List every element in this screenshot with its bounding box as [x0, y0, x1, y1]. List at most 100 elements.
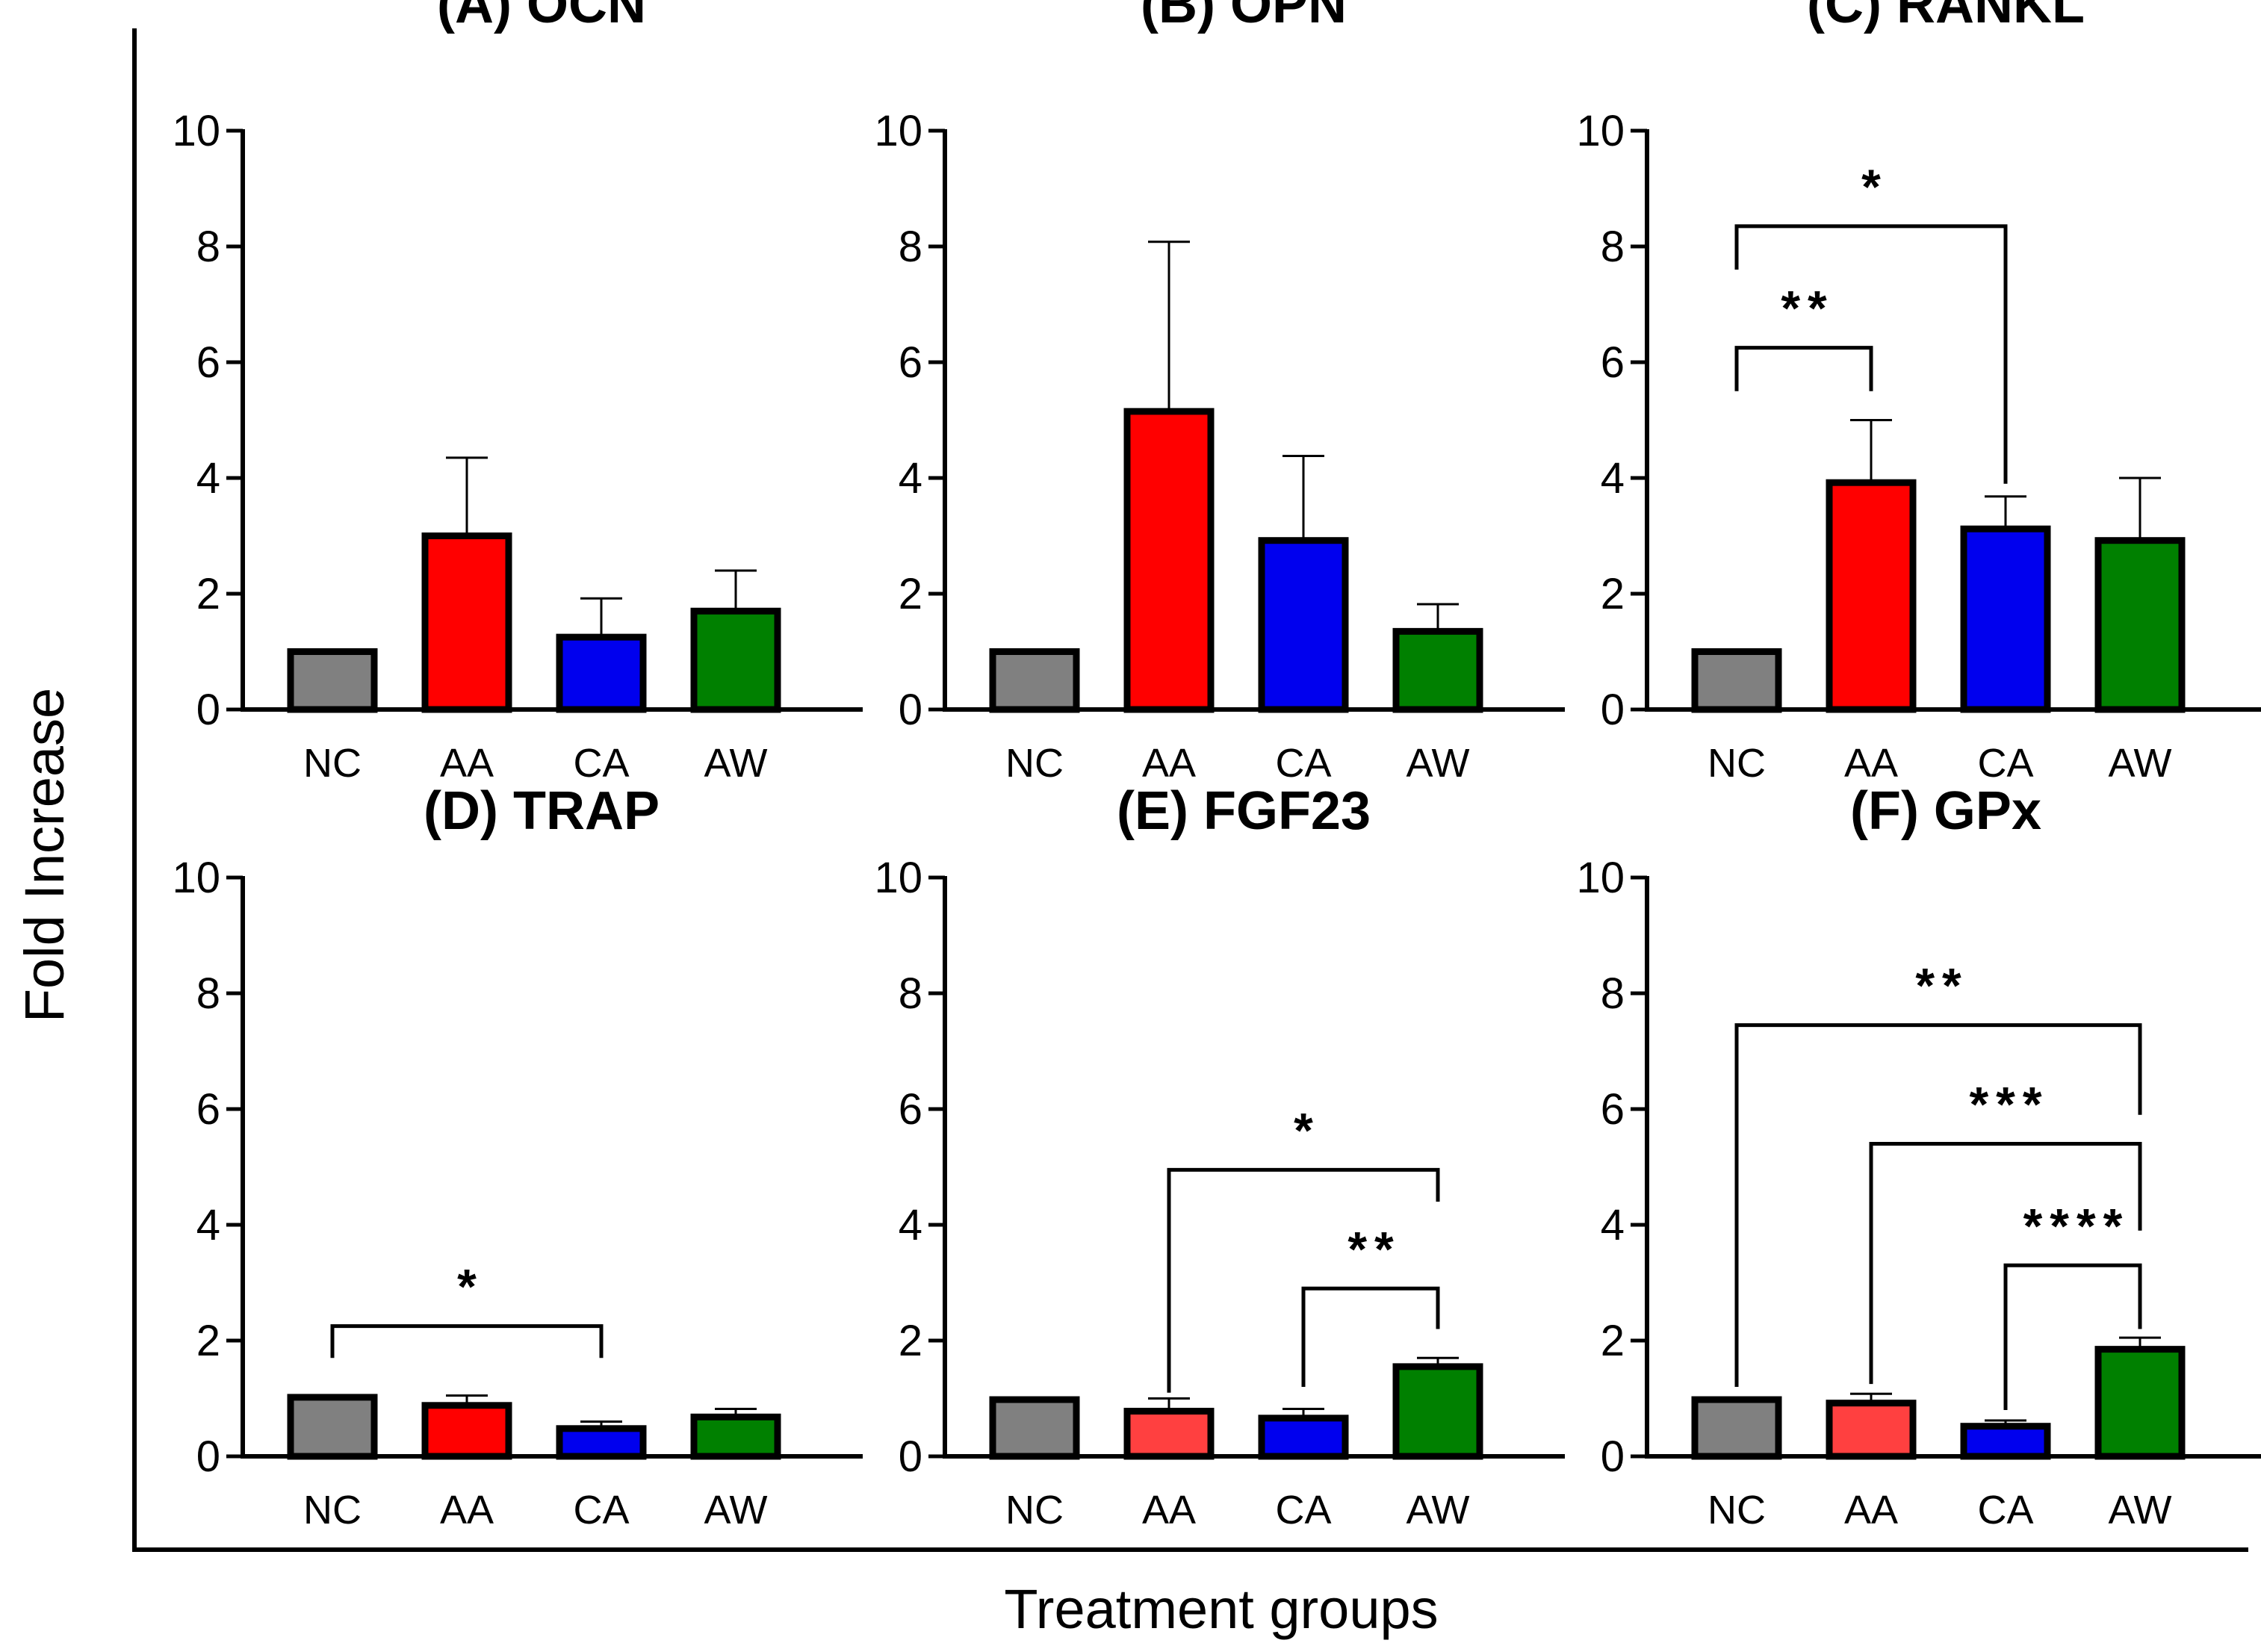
- y-tick-label: 10: [874, 107, 922, 155]
- y-tick-label: 8: [899, 969, 922, 1018]
- x-category-label: AA: [1142, 741, 1196, 786]
- x-category-label: NC: [1708, 741, 1766, 786]
- y-tick-label: 4: [1601, 1201, 1625, 1249]
- y-tick-label: 6: [1601, 1085, 1625, 1134]
- significance-label: **: [1347, 1221, 1401, 1276]
- x-category-label: AW: [2109, 1488, 2172, 1533]
- x-category-label: AW: [704, 1488, 768, 1533]
- significance-label: *: [457, 1259, 484, 1314]
- bar-nc: [287, 1394, 378, 1460]
- panels: (A) OCN 0 2 4 6 8 10 NC AA CA AW (B) OPN 0 2 4 6 8 10 NC AA…: [172, 0, 2261, 1533]
- chart-title: (F) GPx: [1850, 781, 2041, 841]
- x-category-label: CA: [573, 741, 629, 786]
- x-category-label: AW: [1406, 741, 1470, 786]
- y-tick-label: 2: [196, 1317, 220, 1365]
- figure-y-axis-title: Fold Increase: [13, 688, 75, 1022]
- bar-aw: [690, 607, 781, 713]
- x-category-label: CA: [573, 1488, 629, 1533]
- y-tick-label: 10: [1576, 854, 1625, 902]
- bar-aa: [1123, 1408, 1215, 1460]
- chart-title: (D) TRAP: [424, 781, 660, 841]
- chart-panel-1: (A) OCN 0 2 4 6 8 10 NC AA CA AW: [172, 0, 863, 786]
- y-tick-label: 2: [1601, 570, 1625, 618]
- y-tick-label: 8: [196, 969, 220, 1018]
- bar-ca: [556, 1425, 647, 1460]
- bar-aa: [421, 532, 512, 713]
- significance-label: **: [1781, 281, 1834, 336]
- y-tick-label: 10: [172, 854, 220, 902]
- y-tick-label: 2: [196, 570, 220, 618]
- x-category-label: NC: [303, 1488, 362, 1533]
- y-tick-label: 4: [196, 454, 220, 503]
- significance-label: ***: [1969, 1077, 2049, 1132]
- y-tick-label: 0: [899, 1432, 922, 1481]
- y-tick-label: 10: [172, 107, 220, 155]
- x-category-label: AA: [1142, 1488, 1196, 1533]
- x-category-label: AA: [440, 741, 494, 786]
- x-category-label: CA: [1275, 1488, 1331, 1533]
- bar-ca: [1960, 525, 2051, 713]
- x-category-label: AA: [440, 1488, 494, 1533]
- y-tick-label: 0: [1601, 686, 1625, 734]
- x-category-label: AW: [704, 741, 768, 786]
- y-tick-label: 8: [899, 223, 922, 271]
- y-tick-label: 8: [1601, 223, 1625, 271]
- chart-panel-4: (D) TRAP 0 2 4 6 8 10 NC AA CA AW *: [172, 781, 863, 1533]
- x-category-label: CA: [1977, 1488, 2033, 1533]
- significance-bracket: [1734, 1023, 2142, 1387]
- y-tick-label: 6: [899, 338, 922, 387]
- x-category-label: NC: [303, 741, 362, 786]
- figure-x-axis-title: Treatment groups: [1004, 1578, 1438, 1640]
- bar-nc: [1691, 648, 1782, 713]
- bar-nc: [287, 648, 378, 713]
- x-category-label: AA: [1844, 1488, 1898, 1533]
- significance-bracket: [330, 1324, 604, 1358]
- significance-label: *: [1861, 159, 1888, 214]
- bar-nc: [989, 1396, 1080, 1460]
- significance-bracket: [1301, 1286, 1440, 1387]
- y-tick-label: 10: [1576, 107, 1625, 155]
- chart-title: (E) FGF23: [1117, 781, 1371, 841]
- y-tick-label: 0: [899, 686, 922, 734]
- x-category-label: CA: [1275, 741, 1331, 786]
- y-tick-label: 0: [1601, 1432, 1625, 1481]
- bar-aa: [421, 1402, 512, 1460]
- bar-nc: [1691, 1396, 1782, 1460]
- x-category-label: NC: [1708, 1488, 1766, 1533]
- chart-title: (A) OCN: [437, 0, 646, 34]
- chart-panel-2: (B) OPN 0 2 4 6 8 10 NC AA CA AW: [874, 0, 1565, 786]
- significance-bracket: [1869, 1142, 2142, 1385]
- significance-label: *: [1294, 1102, 1321, 1158]
- y-tick-label: 8: [1601, 969, 1625, 1018]
- bar-ca: [556, 633, 647, 713]
- y-tick-label: 6: [196, 338, 220, 387]
- significance-label: ****: [2023, 1198, 2130, 1253]
- y-tick-label: 6: [899, 1085, 922, 1134]
- bar-aw: [1392, 1363, 1483, 1460]
- bar-aw: [2094, 537, 2186, 713]
- y-tick-label: 2: [1601, 1317, 1625, 1365]
- x-category-label: AW: [1406, 1488, 1470, 1533]
- y-tick-label: 4: [899, 1201, 922, 1249]
- x-category-label: NC: [1005, 1488, 1064, 1533]
- bar-nc: [989, 648, 1080, 713]
- y-tick-label: 2: [899, 1317, 922, 1365]
- bar-aa: [1123, 408, 1215, 713]
- bar-ca: [1960, 1423, 2051, 1460]
- significance-label: **: [1915, 958, 1968, 1013]
- x-category-label: AA: [1844, 741, 1898, 786]
- bar-aw: [690, 1413, 781, 1460]
- x-category-label: AW: [2109, 741, 2172, 786]
- y-tick-label: 4: [899, 454, 922, 503]
- bar-aw: [2094, 1346, 2186, 1460]
- bar-aw: [1392, 627, 1483, 713]
- bar-aa: [1826, 1400, 1917, 1460]
- bar-aa: [1826, 479, 1917, 713]
- y-tick-label: 2: [899, 570, 922, 618]
- y-tick-label: 8: [196, 223, 220, 271]
- y-tick-label: 4: [196, 1201, 220, 1249]
- significance-bracket: [2003, 1263, 2142, 1410]
